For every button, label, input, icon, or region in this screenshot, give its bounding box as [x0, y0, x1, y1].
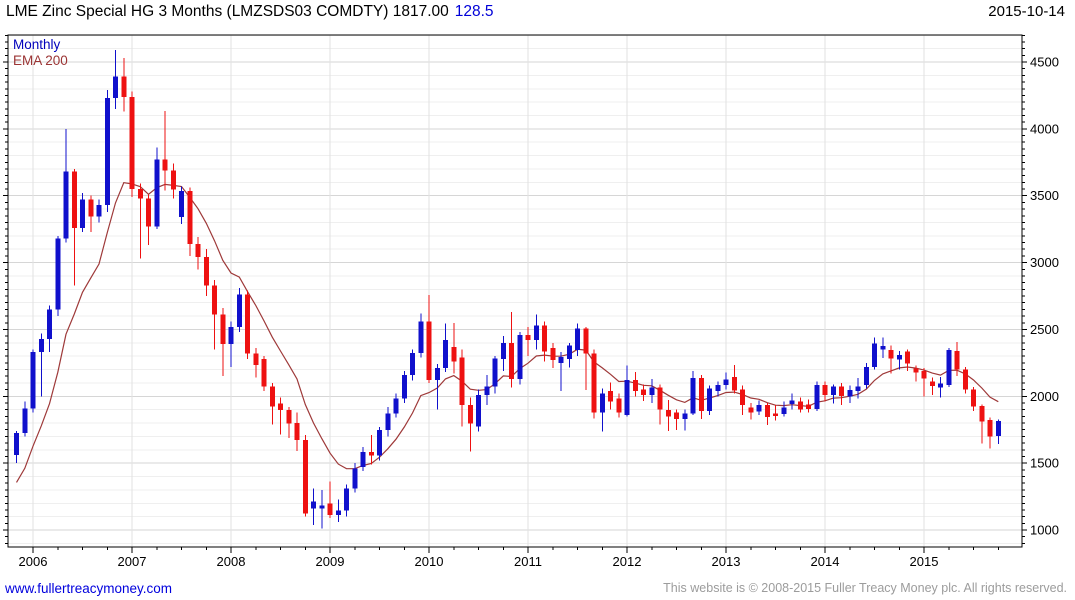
svg-text:3000: 3000 [1030, 255, 1059, 270]
svg-text:1500: 1500 [1030, 456, 1059, 471]
svg-text:2015: 2015 [910, 554, 939, 569]
site-link[interactable]: www.fullertreacymoney.com [5, 581, 173, 596]
svg-text:1000: 1000 [1030, 523, 1059, 538]
chart-date: 2015-10-14 [988, 3, 1065, 20]
svg-text:2006: 2006 [19, 554, 48, 569]
svg-text:2014: 2014 [811, 554, 840, 569]
svg-text:2010: 2010 [415, 554, 444, 569]
price-change: 128.5 [454, 3, 494, 20]
legend-ema-label: EMA 200 [13, 53, 68, 68]
svg-text:2009: 2009 [316, 554, 345, 569]
svg-text:3500: 3500 [1030, 188, 1059, 203]
chart-title: LME Zinc Special HG 3 Months (LMZSDS03 C… [6, 3, 494, 21]
copyright-text: This website is © 2008-2015 Fuller Treac… [663, 581, 1067, 595]
svg-text:2011: 2011 [514, 554, 542, 569]
svg-text:2500: 2500 [1030, 322, 1059, 337]
svg-text:4500: 4500 [1030, 55, 1059, 70]
price-chart[interactable]: 1000 1500 2000 2500 3000 3500 4000 4500 2006 2007… [0, 0, 1075, 575]
legend-timeframe: Monthly [13, 37, 61, 52]
title-text: LME Zinc Special HG 3 Months (LMZSDS03 C… [6, 3, 449, 20]
svg-text:2008: 2008 [217, 554, 246, 569]
svg-text:4000: 4000 [1030, 121, 1059, 136]
svg-text:2012: 2012 [613, 554, 642, 569]
svg-text:2013: 2013 [712, 554, 741, 569]
chart-legend: Monthly EMA 200 [13, 37, 68, 69]
svg-text:2000: 2000 [1030, 389, 1059, 404]
svg-text:2007: 2007 [118, 554, 147, 569]
